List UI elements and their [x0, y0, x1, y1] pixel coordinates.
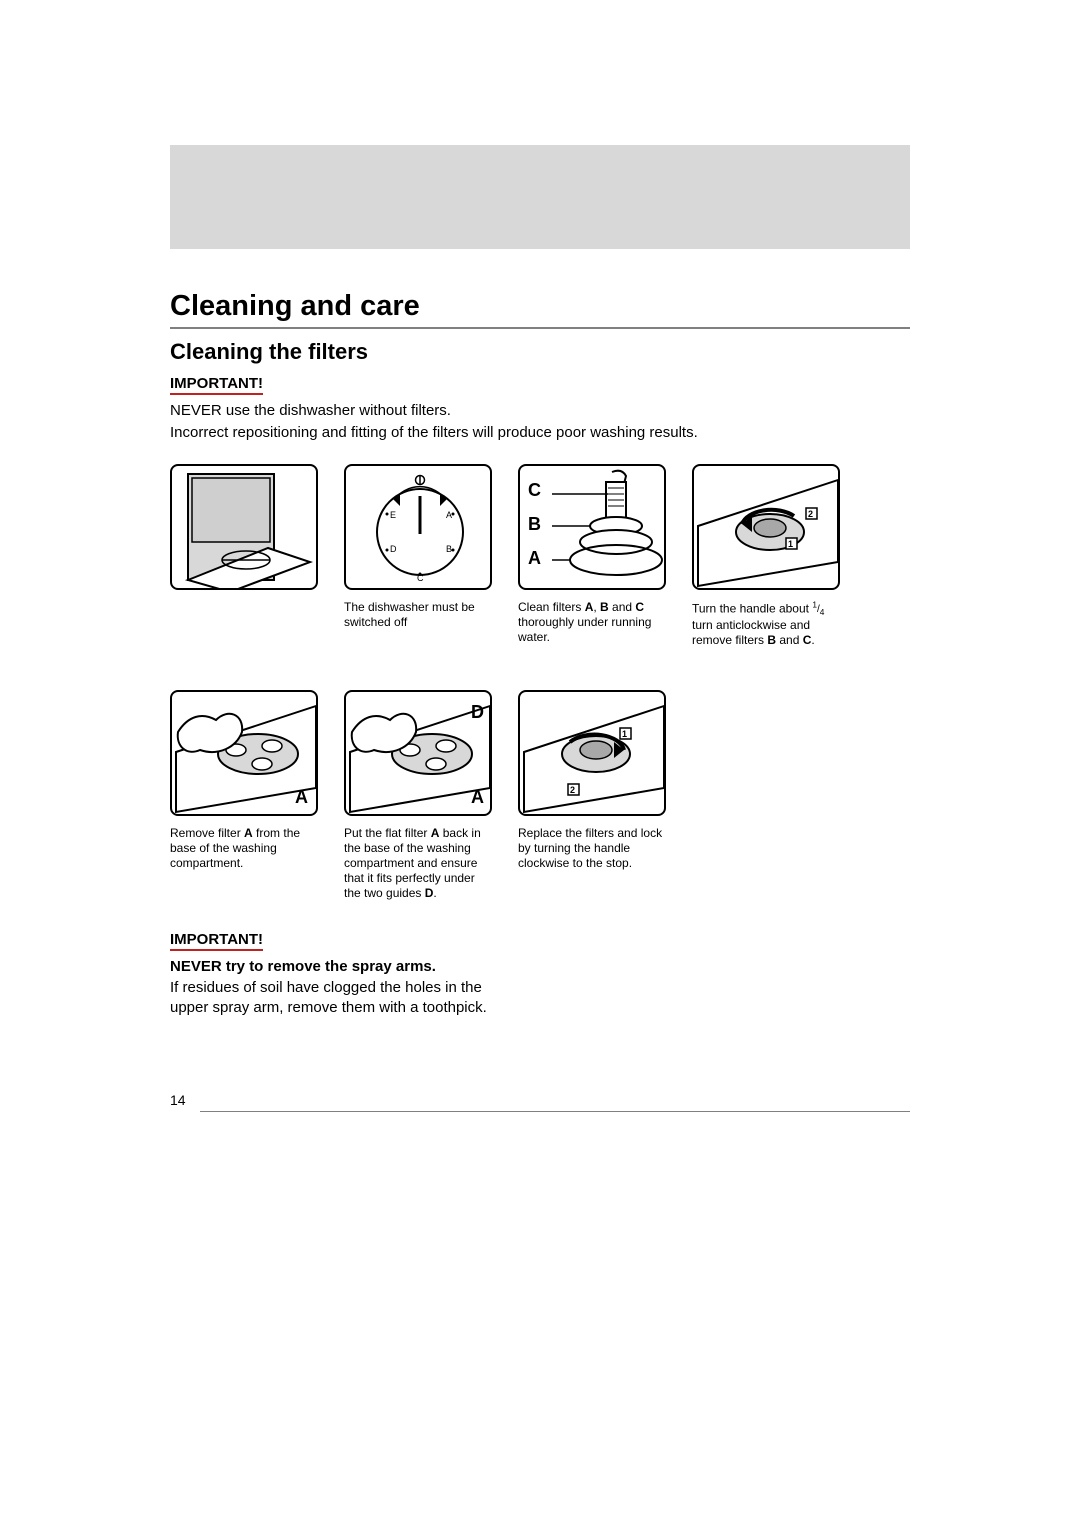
t: .: [811, 633, 814, 647]
step-2-illustration: E A D B C: [344, 464, 492, 590]
t: Turn the handle about: [692, 601, 812, 615]
lower-important-block: IMPORTANT! NEVER try to remove the spray…: [170, 929, 510, 1018]
step-5: A Remove filter A from the base of the w…: [170, 690, 318, 901]
t: C: [635, 600, 644, 614]
step-3-illustration: C B A: [518, 464, 666, 590]
step-7-illustration: 1 2: [518, 690, 666, 816]
t: Remove filter: [170, 826, 244, 840]
fraction: 1/4: [812, 604, 824, 615]
content-area: Cleaning and care Cleaning the filters I…: [170, 290, 910, 1017]
filter-label-c: C: [528, 480, 541, 501]
svg-text:1: 1: [622, 729, 627, 739]
step-1-illustration: [170, 464, 318, 590]
step-6-caption: Put the flat filter A back in the base o…: [344, 826, 492, 901]
step-3-caption: Clean filters A, B and C thoroughly unde…: [518, 600, 666, 645]
page-title: Cleaning and care: [170, 290, 910, 323]
steps-row-1: E A D B C The dishwasher must be switche…: [170, 464, 910, 648]
important-1-line-2: Incorrect repositioning and fitting of t…: [170, 423, 910, 443]
filter-label-a: A: [528, 548, 541, 569]
svg-text:B: B: [446, 544, 452, 554]
manual-page: Cleaning and care Cleaning the filters I…: [0, 0, 1080, 1528]
svg-text:E: E: [390, 510, 396, 520]
title-rule: [170, 327, 910, 329]
svg-text:2: 2: [808, 509, 813, 519]
turn-anticlockwise-icon: 2 1: [694, 466, 840, 590]
t: and: [776, 633, 803, 647]
page-number: 14: [170, 1092, 186, 1108]
step-6: D A Put the flat filter A back in the ba…: [344, 690, 492, 901]
filter-label-a-3: A: [471, 787, 484, 808]
t: and: [609, 600, 636, 614]
filter-label-b: B: [528, 514, 541, 535]
step-3: C B A Clean filters A, B and C thoroughl…: [518, 464, 666, 648]
important-2-bold: NEVER try to remove the spray arms.: [170, 957, 510, 977]
t: B: [600, 600, 609, 614]
step-5-caption: Remove filter A from the base of the was…: [170, 826, 318, 871]
filter-label-a-2: A: [295, 787, 308, 808]
step-1: [170, 464, 318, 648]
step-2: E A D B C The dishwasher must be switche…: [344, 464, 492, 648]
step-7-caption: Replace the filters and lock by turning …: [518, 826, 666, 871]
step-2-caption: The dishwasher must be switched off: [344, 600, 492, 630]
step-4: 2 1 Turn the handle about 1/4 turn antic…: [692, 464, 840, 648]
svg-text:2: 2: [570, 785, 575, 795]
svg-text:D: D: [390, 544, 397, 554]
t: Put the flat filter: [344, 826, 431, 840]
step-6-illustration: D A: [344, 690, 492, 816]
filter-label-d: D: [471, 702, 484, 723]
step-7: 1 2 Replace the filters and lock by turn…: [518, 690, 666, 901]
t: A: [244, 826, 253, 840]
lock-clockwise-icon: 1 2: [520, 692, 666, 816]
steps-row-2: A Remove filter A from the base of the w…: [170, 690, 910, 901]
filter-stack-icon: [520, 466, 666, 590]
important-label-2: IMPORTANT!: [170, 931, 263, 951]
important-2-body: If residues of soil have clogged the hol…: [170, 978, 510, 1017]
t: .: [433, 886, 436, 900]
dial-off-icon: E A D B C: [346, 466, 492, 590]
dishwasher-open-icon: [172, 466, 318, 590]
step-4-illustration: 2 1: [692, 464, 840, 590]
svg-text:A: A: [446, 510, 452, 520]
t: B: [767, 633, 776, 647]
section-subtitle: Cleaning the filters: [170, 339, 910, 365]
step-4-caption: Turn the handle about 1/4 turn anticlock…: [692, 600, 840, 648]
t: thoroughly under running water.: [518, 615, 651, 644]
important-1-line-1: NEVER use the dishwasher without filters…: [170, 401, 910, 421]
t: Clean filters: [518, 600, 585, 614]
svg-text:1: 1: [788, 539, 793, 549]
header-band: [170, 145, 910, 249]
step-5-illustration: A: [170, 690, 318, 816]
important-label-1: IMPORTANT!: [170, 375, 263, 395]
footer-rule: [200, 1111, 910, 1113]
